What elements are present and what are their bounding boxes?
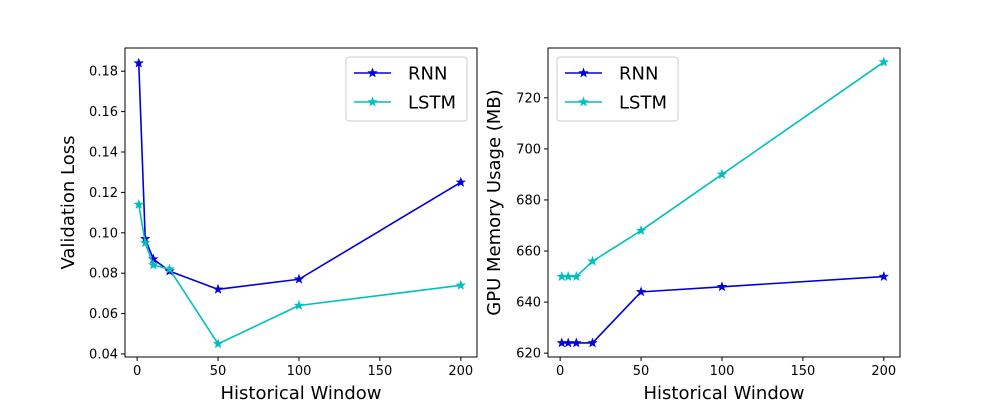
data-point-lstm [293,300,305,310]
data-point-lstm [635,225,647,236]
x-tick-label: 100 [710,364,735,379]
legend-label-rnn: RNN [408,64,447,85]
y-tick-label: 720 [516,91,541,106]
data-point-lstm [455,279,467,290]
data-point-rnn [635,286,647,297]
x-tick-label: 0 [133,364,141,379]
data-point-lstm [571,271,582,281]
data-point-lstm [587,255,598,266]
y-tick-label: 620 [516,347,541,362]
x-tick-label: 200 [448,364,473,379]
y-axis-label: GPU Memory Usage (MB) [484,89,505,315]
x-tick-label: 50 [210,364,227,379]
chart-panel-2: 0 50 100 150 200 620 640 660 680 700 720 Historical… [484,47,901,400]
legend-label-lstm: LSTM [408,93,456,114]
data-point-rnn [878,271,890,281]
legend: RNN LSTM [345,56,468,122]
legend-label-lstm: LSTM [619,93,667,114]
plot-frame [547,47,901,358]
data-point-lstm [164,263,175,274]
data-point-lstm [148,259,159,270]
y-tick-label: 0.16 [89,105,118,120]
y-tick-label: 0.04 [89,347,118,362]
y-tick-label: 0.14 [89,146,118,161]
legend-marker-rnn [578,67,589,78]
legend-marker-rnn [367,67,378,78]
x-tick-label: 150 [790,364,815,379]
x-tick-label: 100 [287,364,312,379]
plot-frame [124,47,478,358]
data-point-rnn [716,281,728,292]
data-point-rnn [293,273,305,284]
y-axis-label: Validation Loss [58,135,79,269]
chart-panel-1: 0 50 100 150 200 0.04 0.06 0.08 0.10 0.12 0.14 0.16… [58,47,478,400]
legend: RNN LSTM [556,56,679,122]
data-point-rnn [455,176,467,187]
data-point-lstm [878,56,890,67]
data-point-lstm [212,338,224,349]
y-tick-label: 0.12 [89,186,118,201]
x-tick-label: 150 [367,364,392,379]
data-point-rnn [587,337,598,348]
y-tick-label: 0.06 [89,307,118,322]
data-point-lstm [716,168,728,179]
x-tick-label: 0 [556,364,564,379]
y-tick-label: 0.10 [89,226,118,241]
data-point-lstm [133,199,144,209]
data-point-rnn [133,57,144,68]
data-point-rnn [571,337,582,348]
y-tick-label: 680 [516,193,541,208]
legend-label-rnn: RNN [619,64,658,85]
data-point-rnn [212,283,224,294]
data-point-lstm [140,237,151,248]
x-tick-label: 50 [633,364,650,379]
legend-marker-lstm [578,96,589,107]
y-tick-label: 0.18 [89,65,118,80]
y-tick-label: 640 [516,296,541,311]
x-tick-label: 200 [871,364,896,379]
y-tick-label: 700 [516,142,541,157]
x-axis-label: Historical Window [643,383,804,400]
y-tick-label: 0.08 [89,267,118,282]
x-axis-label: Historical Window [220,383,381,400]
y-tick-label: 660 [516,245,541,260]
legend-marker-lstm [367,96,378,107]
